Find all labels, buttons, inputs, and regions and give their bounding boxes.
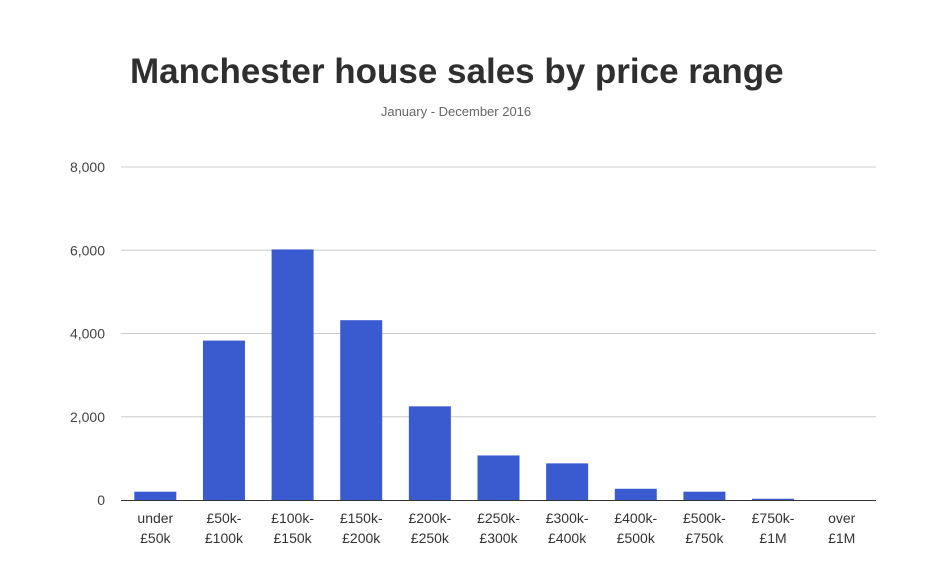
x-tick-label-line: £300k- — [546, 510, 589, 526]
x-tick-label-line: under — [137, 510, 173, 526]
x-tick-label: under £50k — [137, 510, 173, 546]
bar — [202, 340, 245, 500]
x-tick-label: £500k- £750k — [683, 510, 726, 546]
x-axis-ticks: under £50k £50k- £100k £100k- £150k £150k- £200… — [137, 510, 855, 546]
x-tick-label: over £1M — [828, 510, 856, 546]
bar — [408, 406, 451, 500]
bar — [614, 488, 657, 500]
x-tick-label-line: £200k- — [408, 510, 451, 526]
x-tick-label-line: £400k- — [614, 510, 657, 526]
x-tick-label-line: £50k- — [206, 510, 241, 526]
y-tick-label: 2,000 — [70, 409, 105, 425]
x-tick-label-line: £250k — [411, 530, 450, 546]
x-tick-label: £200k- £250k — [408, 510, 451, 546]
gridlines — [121, 166, 876, 418]
x-tick-label-line: £150k — [274, 530, 313, 546]
y-axis-ticks: 0 2,000 4,000 6,000 8,000 — [70, 159, 105, 508]
y-tick-label: 0 — [97, 492, 105, 508]
y-tick-label: 4,000 — [70, 326, 105, 342]
y-tick-label: 6,000 — [70, 242, 105, 258]
bar — [477, 455, 520, 500]
x-tick-label-line: £1M — [828, 530, 855, 546]
x-tick-label-line: £250k- — [477, 510, 520, 526]
bar — [683, 491, 726, 500]
x-tick-label: £750k- £1M — [752, 510, 795, 546]
x-tick-label: £400k- £500k — [614, 510, 657, 546]
x-tick-label: £50k- £100k — [205, 510, 244, 546]
x-tick-label-line: £300k — [479, 530, 518, 546]
x-tick-label-line: £750k — [685, 530, 724, 546]
bar — [134, 491, 177, 500]
x-tick-label-line: over — [828, 510, 856, 526]
x-tick-label-line: £150k- — [340, 510, 383, 526]
x-tick-label: £300k- £400k — [546, 510, 589, 546]
x-tick-label-line: £500k — [617, 530, 656, 546]
bar — [340, 320, 383, 500]
x-tick-label-line: £500k- — [683, 510, 726, 526]
bar — [546, 463, 589, 500]
chart-subtitle: January - December 2016 — [380, 104, 532, 119]
bar — [271, 249, 314, 500]
chart-title: Manchester house sales by price range — [130, 52, 784, 91]
x-tick-label: £150k- £200k — [340, 510, 383, 546]
x-tick-label-line: £750k- — [752, 510, 795, 526]
x-tick-label-line: £200k — [342, 530, 381, 546]
bar — [752, 498, 795, 500]
x-tick-label: £100k- £150k — [271, 510, 314, 546]
x-tick-label-line: £50k — [140, 530, 171, 546]
x-tick-label-line: £1M — [759, 530, 786, 546]
x-tick-label-line: £100k- — [271, 510, 314, 526]
x-tick-label: £250k- £300k — [477, 510, 520, 546]
bars — [134, 249, 795, 500]
y-tick-label: 8,000 — [70, 159, 105, 175]
x-tick-label-line: £400k — [548, 530, 587, 546]
x-tick-label-line: £100k — [205, 530, 244, 546]
